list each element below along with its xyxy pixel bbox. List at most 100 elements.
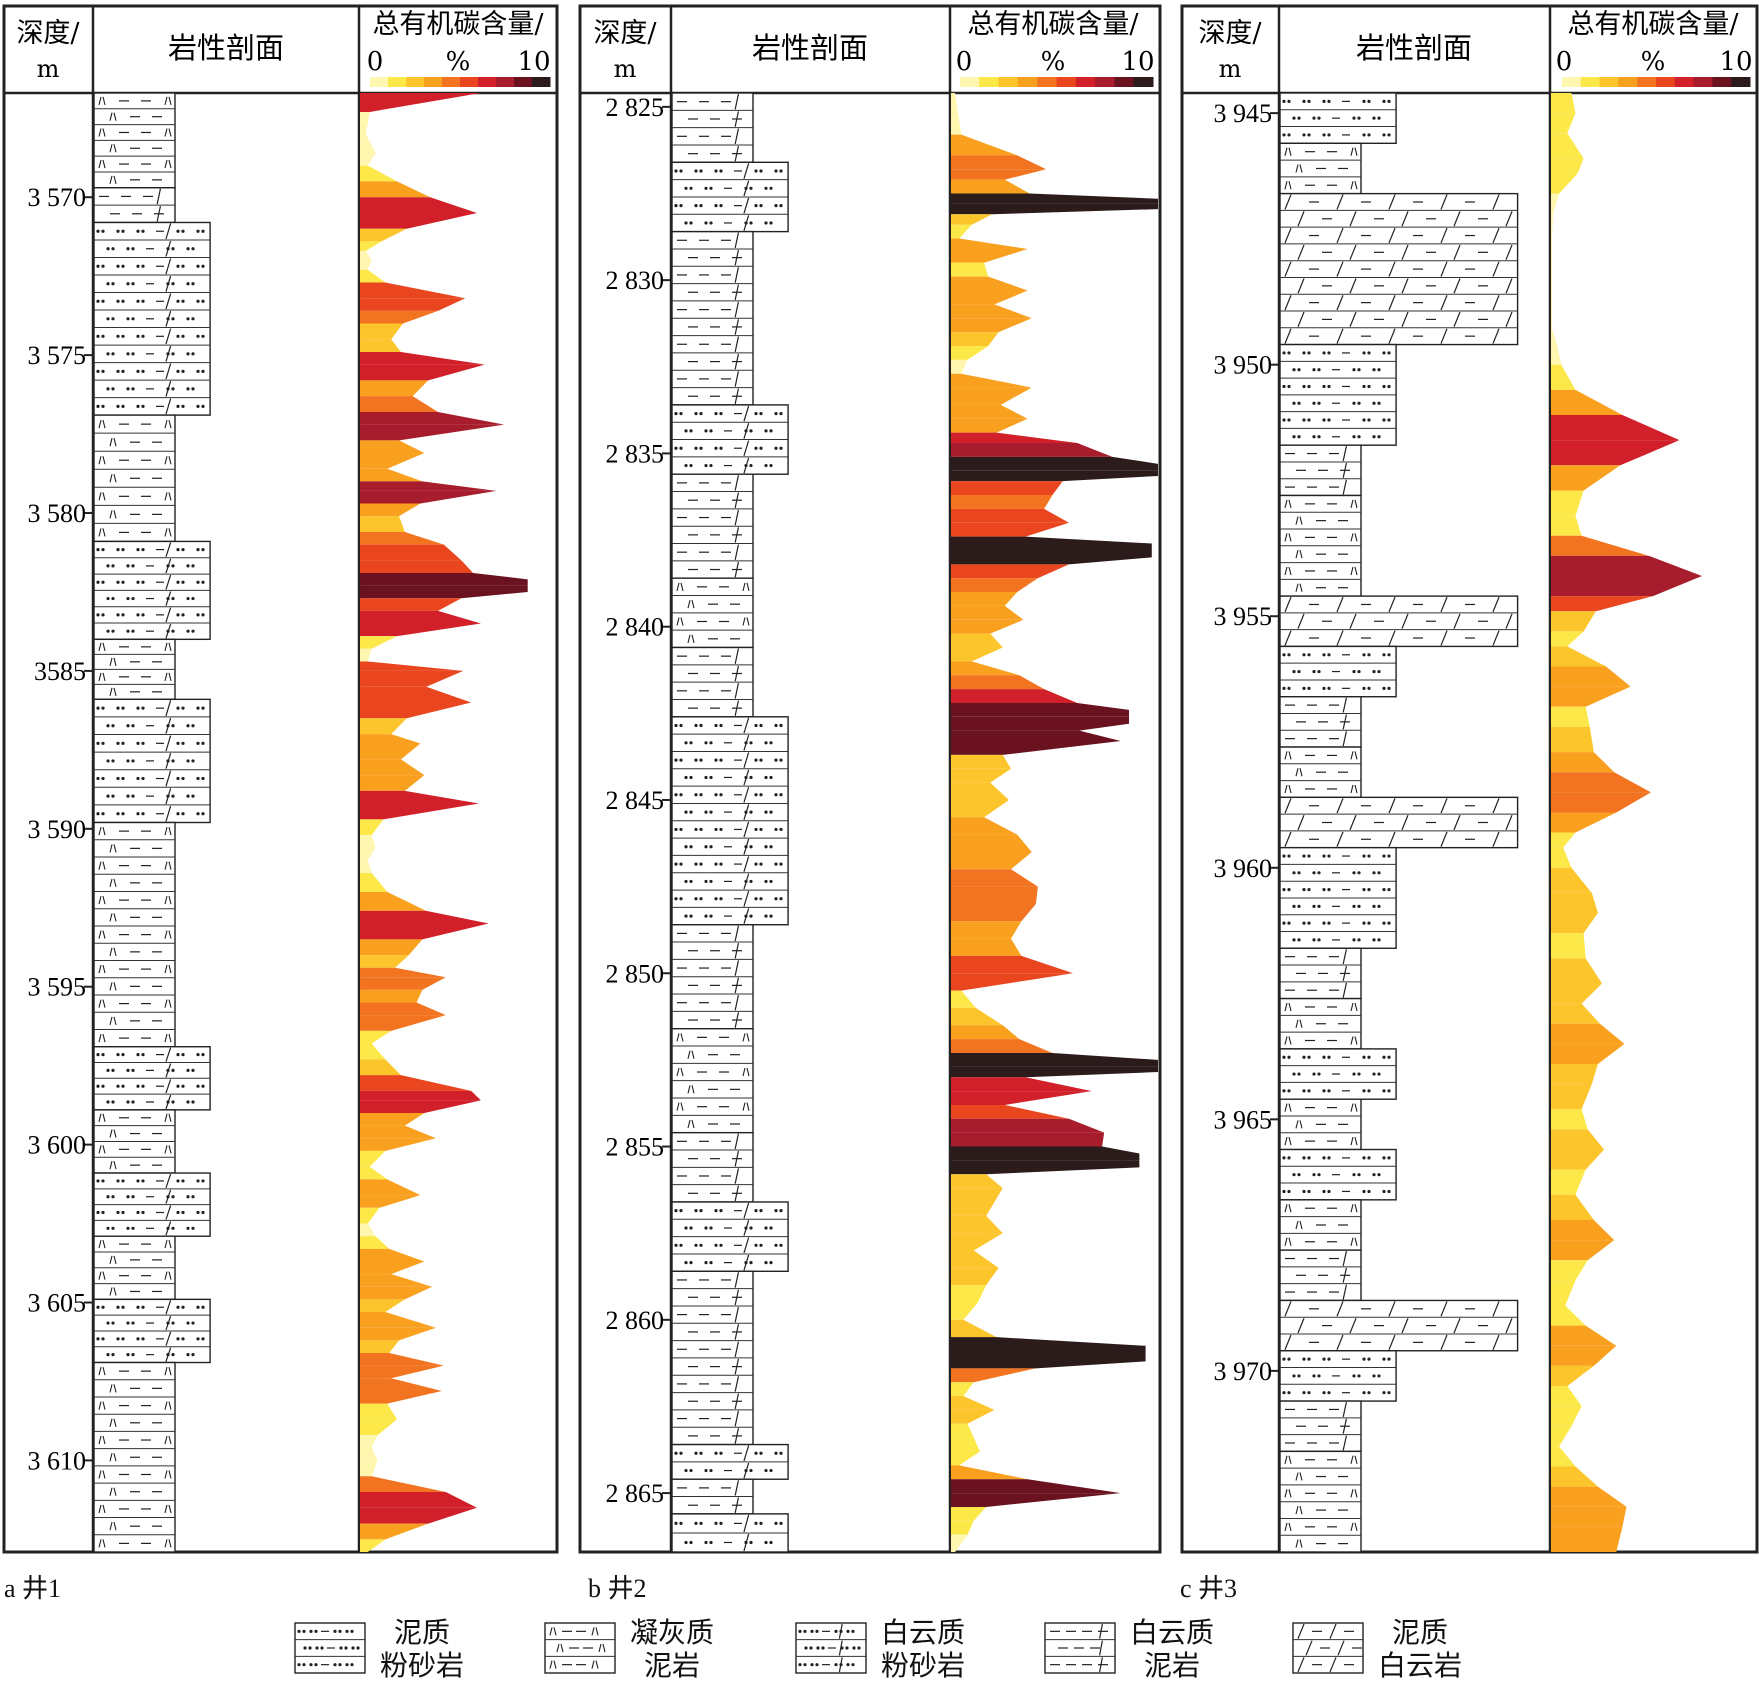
dot-mark: [101, 1337, 105, 1341]
tuff-mark: [676, 617, 684, 626]
toc-band: [360, 835, 376, 848]
slash-mark: [165, 607, 172, 623]
toc-band: [1551, 555, 1702, 576]
tuff-mark: [164, 492, 172, 501]
dot-mark: [1327, 1391, 1331, 1395]
dot-mark: [176, 1337, 180, 1341]
dot-mark: [351, 1646, 355, 1650]
dot-mark: [186, 759, 190, 763]
dot-mark: [131, 352, 135, 356]
depth-tick-label: 2 825: [606, 93, 665, 122]
dot-mark: [201, 706, 205, 710]
slash-mark: [734, 994, 740, 1011]
toc-band: [951, 903, 1036, 922]
toc-band: [951, 1132, 1105, 1147]
dot-mark: [759, 862, 763, 866]
dot-mark: [186, 1195, 190, 1199]
dot-mark: [131, 247, 135, 251]
dot-mark: [1377, 871, 1381, 875]
tuff-mark: [98, 1401, 106, 1410]
dot-mark: [1367, 1189, 1371, 1194]
dot-mark: [684, 1226, 688, 1230]
colorbar-segment: [1114, 77, 1135, 87]
dot-mark: [191, 352, 195, 356]
tuff-mark: [1284, 533, 1292, 542]
toc-band: [951, 1077, 1092, 1092]
dot-mark: [176, 264, 180, 268]
dot-mark: [116, 1084, 120, 1088]
tuff-mark: [164, 96, 172, 106]
dot-mark: [774, 1209, 778, 1213]
dot-mark: [749, 741, 753, 745]
dot-mark: [344, 1646, 348, 1650]
dot-mark: [764, 741, 768, 745]
toc-band: [951, 1160, 1140, 1175]
dot-mark: [345, 1629, 349, 1633]
toc-band: [951, 443, 1113, 457]
slash-mark: [1440, 798, 1448, 814]
depth-tick-label: 3 970: [1214, 1357, 1273, 1386]
legend-label-argillaceous-dolomite: 泥质 白云岩: [1370, 1616, 1470, 1682]
toc-band: [951, 661, 1020, 676]
slash-mark: [1342, 949, 1348, 965]
dot-mark: [111, 1195, 115, 1199]
toc-band: [360, 1378, 442, 1391]
dot-mark: [699, 1243, 703, 1247]
toc-band: [951, 768, 1012, 783]
dot-mark: [704, 810, 708, 814]
tuff-mark: [109, 1418, 117, 1427]
slash-mark: [1342, 1284, 1348, 1300]
dot-mark: [1302, 921, 1306, 925]
dot-mark: [136, 613, 140, 617]
toc-band: [1551, 1406, 1582, 1427]
dot-mark: [309, 1629, 313, 1633]
toc-band: [360, 1150, 386, 1167]
toc-scale-unit: %: [1041, 47, 1066, 77]
dot-mark: [834, 1663, 838, 1667]
slash-mark: [1453, 211, 1461, 227]
dot-mark: [181, 547, 185, 552]
tuff-mark: [164, 895, 172, 905]
slash-mark: [165, 1205, 172, 1220]
slash-mark: [734, 960, 740, 976]
dot-mark: [201, 1210, 205, 1215]
dot-mark: [779, 723, 783, 728]
dot-mark: [1377, 368, 1381, 372]
toc-band: [951, 955, 1074, 974]
slash-mark: [1297, 211, 1305, 227]
toc-band: [951, 1465, 1028, 1480]
dot-mark: [1362, 1189, 1366, 1194]
tuff-mark: [164, 826, 172, 836]
tuff-mark: [164, 1033, 172, 1043]
dot-mark: [1382, 854, 1386, 858]
dot-mark: [141, 1210, 145, 1215]
dot-mark: [1367, 653, 1371, 657]
dot-mark: [176, 1305, 180, 1309]
dot-mark: [191, 759, 195, 763]
slash-mark: [1440, 194, 1448, 210]
tuff-mark: [1284, 751, 1292, 760]
slash-mark: [743, 180, 750, 197]
slash-mark: [734, 1289, 740, 1306]
toc-band: [951, 1337, 1146, 1355]
toc-band: [951, 1534, 968, 1552]
toc-band: [951, 592, 1018, 606]
dot-mark: [141, 706, 145, 710]
dot-mark: [201, 369, 205, 373]
slash-mark: [165, 363, 172, 380]
toc-band: [360, 282, 466, 299]
dot-mark: [1307, 1089, 1311, 1093]
colorbar-segment: [1712, 77, 1732, 87]
dot-mark: [1312, 669, 1316, 674]
dot-mark: [689, 463, 693, 468]
dot-mark: [126, 564, 130, 568]
dot-mark: [684, 845, 688, 849]
toc-colorbar: [1562, 77, 1751, 87]
toc-band: [951, 605, 1024, 620]
dot-mark: [1327, 887, 1331, 892]
dot-mark: [191, 1226, 195, 1230]
dot-mark: [1312, 116, 1316, 120]
dot-mark: [769, 186, 773, 190]
dot-mark: [333, 1663, 337, 1667]
dot-mark: [136, 1305, 140, 1309]
